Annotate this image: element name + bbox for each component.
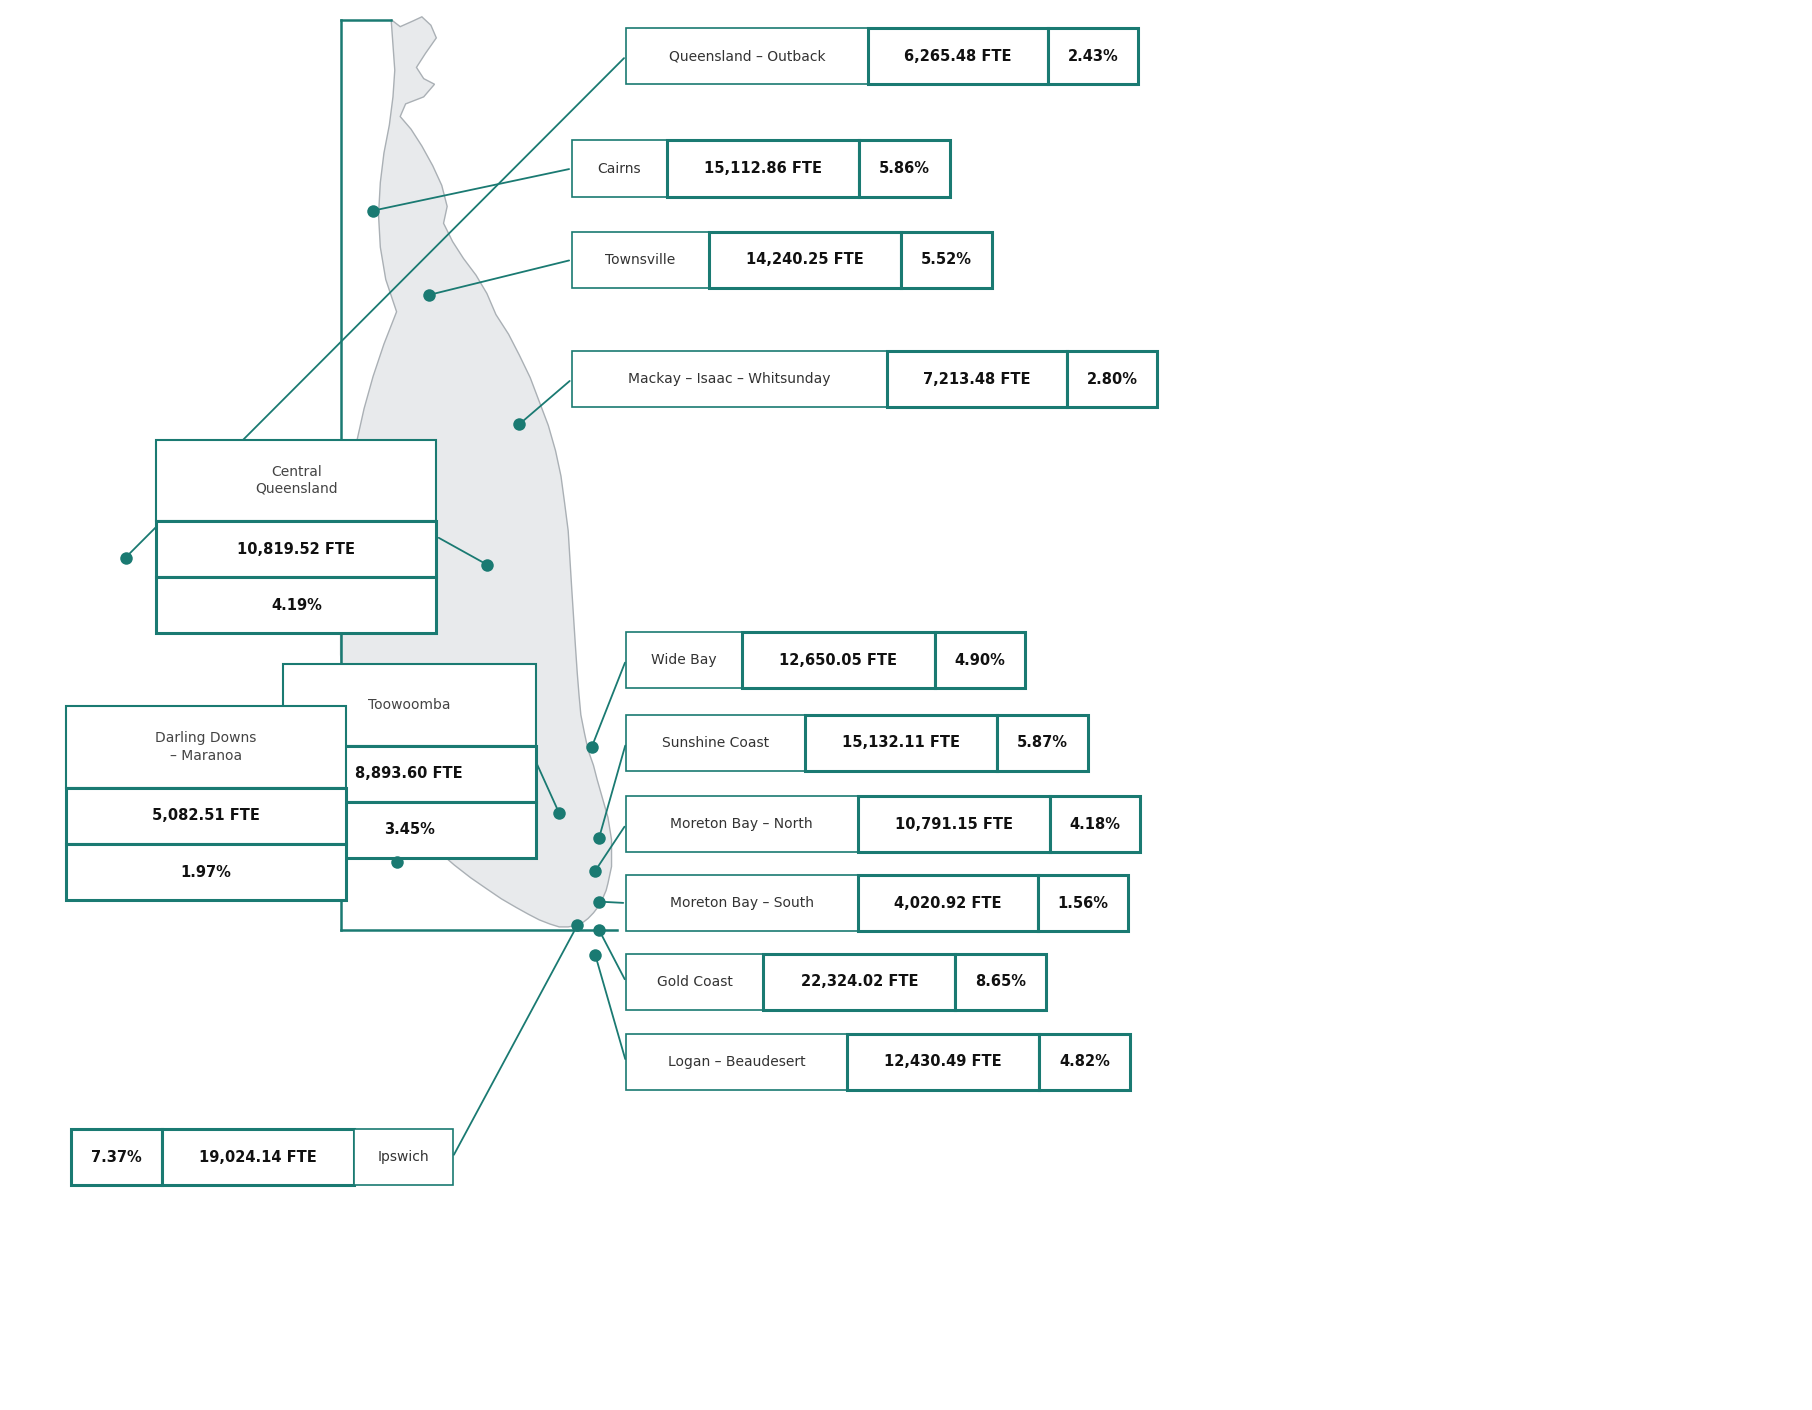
FancyBboxPatch shape	[1067, 351, 1158, 407]
Text: 22,324.02 FTE: 22,324.02 FTE	[801, 974, 919, 990]
FancyBboxPatch shape	[353, 1129, 453, 1186]
FancyBboxPatch shape	[1049, 797, 1140, 853]
FancyBboxPatch shape	[625, 715, 805, 771]
FancyBboxPatch shape	[997, 715, 1087, 771]
Text: Wide Bay: Wide Bay	[651, 653, 718, 667]
Polygon shape	[341, 17, 611, 926]
Text: 5.87%: 5.87%	[1017, 736, 1067, 750]
Text: 10,819.52 FTE: 10,819.52 FTE	[237, 541, 355, 557]
FancyBboxPatch shape	[625, 28, 868, 85]
FancyBboxPatch shape	[161, 1129, 353, 1186]
FancyBboxPatch shape	[283, 802, 536, 859]
FancyBboxPatch shape	[65, 788, 346, 845]
FancyBboxPatch shape	[868, 28, 1047, 85]
Text: 4.18%: 4.18%	[1069, 816, 1120, 832]
FancyBboxPatch shape	[805, 715, 997, 771]
Text: 15,112.86 FTE: 15,112.86 FTE	[705, 161, 823, 176]
FancyBboxPatch shape	[1038, 876, 1127, 931]
FancyBboxPatch shape	[625, 1034, 846, 1090]
FancyBboxPatch shape	[763, 953, 955, 1010]
Text: Toowoomba: Toowoomba	[368, 698, 451, 712]
Text: 15,132.11 FTE: 15,132.11 FTE	[843, 736, 960, 750]
FancyBboxPatch shape	[857, 797, 1049, 853]
Text: Queensland – Outback: Queensland – Outback	[669, 49, 824, 63]
Text: Ipswich: Ipswich	[377, 1151, 429, 1165]
Text: 7.37%: 7.37%	[91, 1149, 141, 1165]
Text: Townsville: Townsville	[605, 252, 676, 266]
Text: 1.97%: 1.97%	[181, 864, 232, 880]
FancyBboxPatch shape	[743, 632, 935, 688]
FancyBboxPatch shape	[708, 231, 901, 288]
Text: 2.80%: 2.80%	[1087, 372, 1138, 386]
FancyBboxPatch shape	[283, 664, 536, 746]
Text: Logan – Beaudesert: Logan – Beaudesert	[669, 1055, 805, 1069]
FancyBboxPatch shape	[857, 876, 1038, 931]
Text: 10,791.15 FTE: 10,791.15 FTE	[895, 816, 1013, 832]
FancyBboxPatch shape	[625, 953, 763, 1010]
Text: 4.90%: 4.90%	[955, 653, 1006, 667]
Text: 3.45%: 3.45%	[384, 822, 435, 838]
Text: 14,240.25 FTE: 14,240.25 FTE	[747, 252, 864, 268]
FancyBboxPatch shape	[625, 797, 857, 853]
Text: 12,650.05 FTE: 12,650.05 FTE	[779, 653, 897, 667]
FancyBboxPatch shape	[283, 746, 536, 802]
Text: 5.52%: 5.52%	[920, 252, 971, 268]
FancyBboxPatch shape	[1047, 28, 1138, 85]
Text: 4.82%: 4.82%	[1058, 1055, 1111, 1069]
FancyBboxPatch shape	[156, 522, 437, 577]
Text: Moreton Bay – North: Moreton Bay – North	[670, 818, 814, 832]
Text: 7,213.48 FTE: 7,213.48 FTE	[924, 372, 1031, 386]
FancyBboxPatch shape	[625, 876, 857, 931]
Text: 2.43%: 2.43%	[1067, 49, 1118, 63]
Text: 5,082.51 FTE: 5,082.51 FTE	[152, 808, 259, 823]
FancyBboxPatch shape	[625, 632, 743, 688]
FancyBboxPatch shape	[156, 440, 437, 522]
FancyBboxPatch shape	[859, 141, 949, 196]
FancyBboxPatch shape	[65, 845, 346, 900]
Text: Cairns: Cairns	[598, 162, 641, 175]
Text: 1.56%: 1.56%	[1056, 895, 1109, 911]
FancyBboxPatch shape	[573, 141, 667, 196]
Text: Mackay – Isaac – Whitsunday: Mackay – Isaac – Whitsunday	[629, 372, 830, 386]
FancyBboxPatch shape	[888, 351, 1067, 407]
Text: 5.86%: 5.86%	[879, 161, 930, 176]
FancyBboxPatch shape	[156, 577, 437, 633]
Text: Central
Queensland: Central Queensland	[255, 465, 337, 496]
Text: Sunshine Coast: Sunshine Coast	[661, 736, 768, 750]
Text: 4,020.92 FTE: 4,020.92 FTE	[893, 895, 1002, 911]
FancyBboxPatch shape	[846, 1034, 1040, 1090]
Text: 6,265.48 FTE: 6,265.48 FTE	[904, 49, 1011, 63]
FancyBboxPatch shape	[667, 141, 859, 196]
FancyBboxPatch shape	[573, 231, 708, 288]
Text: 4.19%: 4.19%	[270, 598, 323, 613]
Text: 12,430.49 FTE: 12,430.49 FTE	[884, 1055, 1002, 1069]
FancyBboxPatch shape	[573, 351, 888, 407]
FancyBboxPatch shape	[1040, 1034, 1129, 1090]
FancyBboxPatch shape	[935, 632, 1026, 688]
FancyBboxPatch shape	[65, 706, 346, 788]
FancyBboxPatch shape	[955, 953, 1046, 1010]
Text: 8.65%: 8.65%	[975, 974, 1026, 990]
FancyBboxPatch shape	[901, 231, 991, 288]
Text: Moreton Bay – South: Moreton Bay – South	[670, 895, 814, 909]
Text: 8,893.60 FTE: 8,893.60 FTE	[355, 766, 464, 781]
Text: Darling Downs
– Maranoa: Darling Downs – Maranoa	[156, 732, 257, 763]
Text: 19,024.14 FTE: 19,024.14 FTE	[199, 1149, 317, 1165]
Text: Gold Coast: Gold Coast	[656, 974, 732, 988]
FancyBboxPatch shape	[71, 1129, 161, 1186]
